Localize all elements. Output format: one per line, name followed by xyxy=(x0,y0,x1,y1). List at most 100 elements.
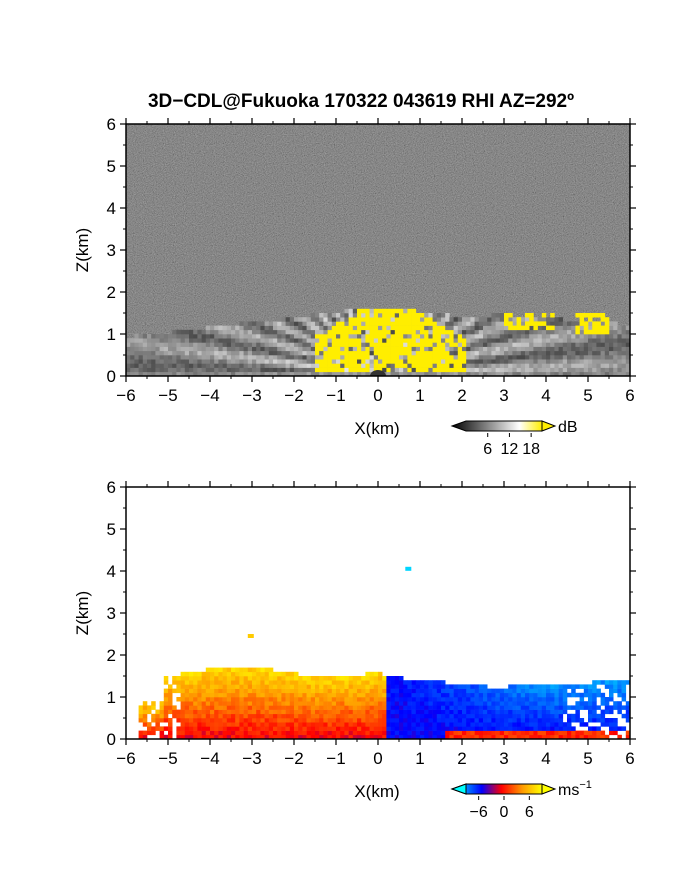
snr-cell xyxy=(491,346,496,352)
snr-cell xyxy=(390,313,396,318)
snr-cell xyxy=(369,317,375,322)
snr-cell xyxy=(453,329,459,335)
snr-cell xyxy=(386,321,391,326)
velocity-cell xyxy=(201,684,207,689)
snr-patch-cell xyxy=(600,317,606,322)
velocity-cell xyxy=(516,692,522,698)
snr-cell xyxy=(323,346,328,352)
snr-cell xyxy=(436,338,442,343)
velocity-cell xyxy=(235,688,240,694)
velocity-cell xyxy=(151,713,156,719)
snr-cell xyxy=(491,338,496,343)
snr-patch-cell xyxy=(579,321,585,326)
velocity-cell xyxy=(478,692,484,698)
velocity-cell xyxy=(529,718,534,723)
velocity-cell xyxy=(302,697,307,702)
velocity-cell xyxy=(256,709,261,715)
velocity-cell xyxy=(205,688,211,694)
velocity-cell xyxy=(575,684,580,689)
snr-cell xyxy=(529,325,534,331)
velocity-cell xyxy=(298,709,303,715)
snr-cell xyxy=(344,346,349,352)
velocity-cell xyxy=(184,676,190,681)
velocity-cell xyxy=(592,684,597,689)
velocity-cell xyxy=(180,709,186,715)
snr-cell xyxy=(319,355,324,360)
snr-cell xyxy=(369,321,375,326)
snr-cell xyxy=(260,355,265,360)
velocity-cell xyxy=(512,688,517,694)
velocity-cell xyxy=(554,688,559,694)
snr-cell xyxy=(176,367,181,373)
snr-cell xyxy=(407,317,412,322)
snr-cell xyxy=(214,359,219,364)
velocity-cell xyxy=(554,718,559,723)
snr-cell xyxy=(546,350,551,356)
snr-cell xyxy=(441,350,446,356)
velocity-cell xyxy=(529,697,534,702)
velocity-cell xyxy=(243,726,249,731)
velocity-cell xyxy=(306,713,312,719)
velocity-cell xyxy=(415,692,421,698)
velocity-cell xyxy=(462,718,467,723)
velocity-cell xyxy=(289,680,295,685)
snr-cell xyxy=(436,325,442,331)
snr-cell xyxy=(323,367,328,373)
snr-cell xyxy=(193,334,198,339)
velocity-cell xyxy=(394,726,400,731)
snr-cell xyxy=(319,363,324,368)
snr-cell xyxy=(327,342,333,347)
velocity-cell xyxy=(357,688,362,694)
snr-cell xyxy=(558,350,564,356)
snr-cell xyxy=(613,329,618,335)
snr-cell xyxy=(470,329,475,335)
velocity-cell xyxy=(554,701,559,706)
velocity-cell xyxy=(499,692,505,698)
snr-cell xyxy=(260,359,265,364)
velocity-cell xyxy=(138,718,144,723)
velocity-cell xyxy=(239,676,244,681)
snr-cell xyxy=(147,355,152,360)
snr-cell xyxy=(344,355,349,360)
snr-cell xyxy=(348,363,354,368)
snr-cell xyxy=(394,338,400,343)
velocity-cell xyxy=(382,697,387,702)
snr-cell xyxy=(172,338,177,343)
velocity-cell xyxy=(319,688,324,694)
snr-patch-cell xyxy=(504,321,509,326)
velocity-cell xyxy=(264,701,270,706)
snr-cell xyxy=(365,321,370,326)
snr-patch-cell xyxy=(600,313,606,318)
velocity-cell xyxy=(235,709,240,715)
velocity-cell xyxy=(541,722,547,727)
snr-cell xyxy=(378,325,383,331)
snr-cell xyxy=(214,350,219,356)
snr-cell xyxy=(424,346,429,352)
velocity-cell xyxy=(142,730,148,736)
velocity-cell xyxy=(428,692,433,698)
snr-cell xyxy=(386,308,391,314)
snr-cell xyxy=(457,334,463,339)
snr-cell xyxy=(373,346,379,352)
snr-cell xyxy=(168,350,173,356)
velocity-cell xyxy=(336,684,341,689)
velocity-cell xyxy=(424,705,429,710)
velocity-cell xyxy=(142,718,148,723)
snr-cell xyxy=(600,342,606,347)
snr-cell xyxy=(382,342,387,347)
velocity-cell xyxy=(470,684,475,689)
velocity-cell xyxy=(428,722,433,727)
velocity-cell xyxy=(281,671,286,677)
snr-cell xyxy=(399,325,404,331)
velocity-cell xyxy=(264,734,270,739)
velocity-cell xyxy=(537,730,543,736)
velocity-cell xyxy=(163,688,169,694)
velocity-cell xyxy=(369,688,375,694)
snr-cell xyxy=(344,325,349,331)
snr-cell xyxy=(613,325,618,331)
snr-cell xyxy=(583,359,589,364)
velocity-cell xyxy=(562,705,568,710)
snr-cell xyxy=(222,355,228,360)
snr-cell xyxy=(184,371,190,376)
